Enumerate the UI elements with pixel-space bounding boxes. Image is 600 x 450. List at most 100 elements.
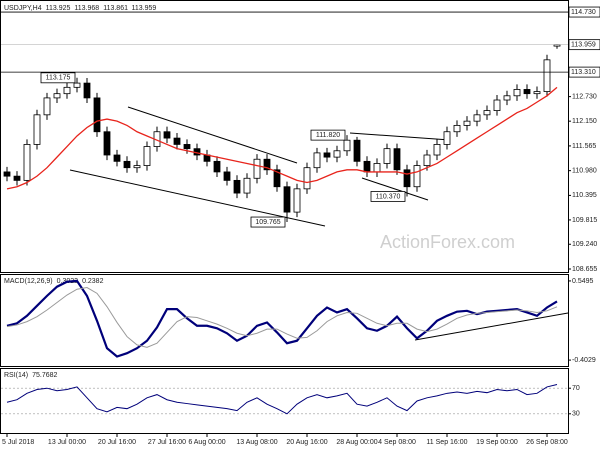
moving-average (6, 86, 558, 190)
y-tick-label: -0.4029 (572, 357, 596, 364)
rsi-title: RSI(14) (4, 372, 28, 379)
macd-title: MACD(12,26,9) (4, 278, 53, 285)
candle-body (83, 82, 91, 99)
price-annotation: 111.820 (316, 132, 340, 139)
trend-line (414, 312, 569, 341)
candle-body (173, 137, 181, 145)
candle-body (303, 167, 311, 190)
price-annotation: 110.370 (376, 193, 401, 200)
current-price-label: 113.959 (571, 41, 596, 48)
rsi-header: RSI(14) 75.7682 (4, 372, 58, 379)
candle-body (13, 175, 21, 181)
x-tick-label: 6 Aug 00:00 (188, 439, 225, 446)
y-tick-label: 111.565 (572, 143, 596, 150)
candle-body (73, 82, 81, 88)
candle-body (313, 152, 321, 169)
candle-body (53, 93, 61, 99)
candle-body (123, 160, 131, 169)
candle-body (453, 124, 461, 133)
rsi-panel (0, 368, 569, 434)
macd-header: MACD(12,26,9) 0.3022 0.2382 (4, 278, 104, 285)
candle-body (163, 131, 171, 139)
candle-body (433, 144, 441, 156)
price-annotation-box (370, 191, 406, 202)
candle-body (373, 163, 381, 173)
price-panel (0, 0, 569, 273)
candle-body (213, 160, 221, 173)
x-tick-label: 19 Sep 00:00 (476, 439, 518, 446)
y-tick-label: 109.815 (572, 217, 597, 224)
last-close: 113.959 (131, 5, 156, 12)
candle-body (523, 89, 531, 95)
candle-body (183, 144, 191, 150)
candle-body (43, 97, 51, 116)
price-annotation: 109.765 (255, 219, 280, 226)
y-tick-label: 70 (572, 385, 580, 392)
candle-body (513, 89, 521, 97)
candle-body (403, 169, 411, 188)
y-tick-label: 109.240 (572, 241, 597, 248)
candle-body (363, 160, 371, 173)
candle-body (423, 154, 431, 166)
price-header: USDJPY,H4 113.925 113.968 113.861 113.959 (4, 5, 156, 12)
candle-body (483, 110, 491, 116)
candle-body (323, 152, 331, 158)
candle-body (253, 158, 261, 179)
candle-body (223, 171, 231, 181)
x-tick-label: 13 Jul 00:00 (48, 439, 86, 446)
candle-body (413, 165, 421, 188)
x-tick-label: 4 Sep 08:00 (378, 439, 416, 446)
candle-body (353, 139, 361, 162)
indicator-line (6, 287, 558, 348)
candle-body (463, 120, 471, 126)
candle-body (233, 179, 241, 194)
x-tick-label: 28 Aug 00:00 (336, 439, 377, 446)
candle-body (133, 165, 141, 169)
candle-body (533, 91, 541, 95)
last-high: 113.968 (74, 5, 99, 12)
level-label-box (568, 6, 600, 18)
price-annotation-box (40, 72, 76, 84)
indicator-line (6, 279, 558, 358)
candle-body (243, 177, 251, 194)
x-tick-label: 13 Aug 08:00 (236, 439, 277, 446)
candle-body (283, 186, 291, 213)
macd-panel (0, 274, 569, 367)
y-tick-label: 108.655 (572, 266, 597, 273)
trend-line (361, 177, 429, 201)
candle-body (473, 114, 481, 122)
candle-body (443, 131, 451, 145)
candle-body (93, 97, 101, 133)
candle-body (103, 131, 111, 156)
y-tick-label: 0.5495 (572, 278, 594, 285)
x-tick-label: 26 Sep 08:00 (526, 439, 568, 446)
x-tick-label: 20 Jul 16:00 (98, 439, 136, 446)
candle-body (493, 99, 501, 111)
x-tick-label: 20 Aug 16:00 (286, 439, 327, 446)
candle-body (3, 171, 11, 177)
watermark: ActionForex.com (380, 232, 515, 252)
candle-body (343, 139, 351, 152)
candle-body (333, 150, 341, 158)
level-label: 114.730 (571, 9, 596, 16)
y-tick-label: 112.150 (572, 118, 597, 125)
candle-body (23, 144, 31, 181)
candle-body (273, 169, 281, 188)
y-tick-label: 110.980 (572, 167, 597, 174)
candle-body (63, 86, 71, 95)
trend-line (349, 132, 451, 141)
candle-body (503, 95, 511, 101)
last-open: 113.925 (46, 5, 71, 12)
y-tick-label: 112.730 (572, 93, 597, 100)
last-low: 113.861 (103, 5, 128, 12)
rsi-value: 75.7682 (32, 372, 57, 379)
candle-body (393, 148, 401, 171)
indicator-line (6, 384, 558, 415)
price-annotation-box (250, 216, 286, 228)
price-annotation-box (310, 129, 346, 141)
candle-body (543, 59, 551, 92)
candle-body (113, 154, 121, 162)
signal-value: 0.2382 (82, 278, 104, 285)
level-label-box (568, 66, 600, 78)
